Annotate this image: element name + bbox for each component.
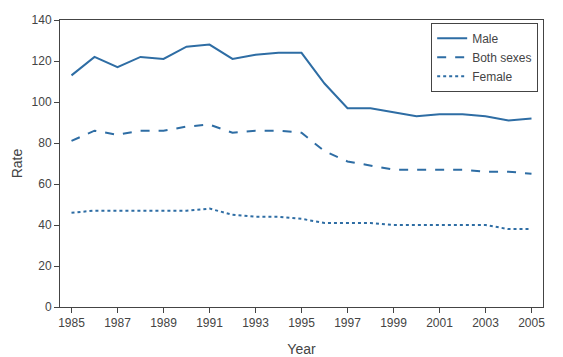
svg-text:1999: 1999 <box>380 316 407 330</box>
svg-text:120: 120 <box>32 54 52 68</box>
svg-text:Year: Year <box>287 341 316 357</box>
svg-text:Both sexes: Both sexes <box>472 51 531 65</box>
svg-text:80: 80 <box>38 136 52 150</box>
svg-text:1987: 1987 <box>104 316 131 330</box>
svg-text:40: 40 <box>38 218 52 232</box>
svg-text:2001: 2001 <box>426 316 453 330</box>
svg-text:Rate: Rate <box>9 149 25 179</box>
svg-text:1997: 1997 <box>334 316 361 330</box>
svg-text:0: 0 <box>45 300 52 314</box>
svg-text:1991: 1991 <box>196 316 223 330</box>
svg-text:1995: 1995 <box>288 316 315 330</box>
svg-text:20: 20 <box>38 259 52 273</box>
svg-text:Female: Female <box>472 70 512 84</box>
svg-text:100: 100 <box>32 95 52 109</box>
svg-text:140: 140 <box>32 13 52 27</box>
svg-text:Male: Male <box>472 32 498 46</box>
svg-text:1993: 1993 <box>242 316 269 330</box>
svg-text:1989: 1989 <box>150 316 177 330</box>
svg-text:60: 60 <box>38 177 52 191</box>
svg-text:2005: 2005 <box>518 316 545 330</box>
svg-text:2003: 2003 <box>472 316 499 330</box>
svg-text:1985: 1985 <box>58 316 85 330</box>
